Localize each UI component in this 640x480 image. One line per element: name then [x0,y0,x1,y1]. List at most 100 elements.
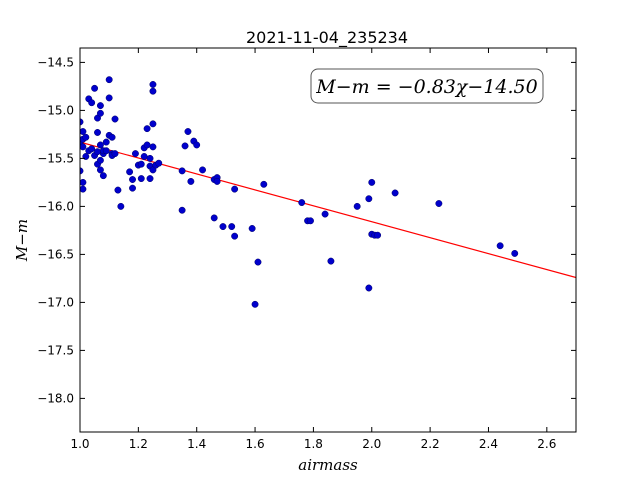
data-point [210,214,218,222]
data-point [260,180,268,188]
x-axis-label: airmass [298,456,358,474]
data-point [82,133,90,141]
y-tick-label: −17.0 [37,295,74,309]
fit-annotation: M−m = −0.83χ−14.50 [310,68,544,104]
y-tick-label: −14.5 [37,55,74,69]
data-point [105,94,113,102]
data-point [117,202,125,210]
data-point [307,217,314,225]
y-tick-label: −15.5 [37,151,74,165]
data-point [181,142,189,150]
data-point [105,76,113,84]
x-tick-label: 2.4 [479,437,498,451]
data-point [96,102,104,110]
data-point [140,153,148,160]
data-point [184,128,192,135]
x-tick-label: 1.0 [70,437,89,451]
data-point [80,185,87,193]
data-point [146,154,154,162]
data-point [137,175,145,183]
data-point [129,184,136,192]
data-point [178,167,186,175]
data-point [88,99,96,107]
y-tick-label: −16.5 [37,247,74,261]
data-point [213,177,221,185]
data-point [88,145,96,153]
data-point [102,147,110,155]
x-tick-label: 2.2 [421,437,440,451]
data-point [94,129,101,136]
annotation-text: M−m = −0.83χ−14.50 [315,76,537,98]
data-point [228,223,236,231]
annotation-box [310,68,544,104]
data-point [391,189,399,197]
x-tick-label: 1.2 [129,437,148,451]
data-point [327,257,335,265]
x-tick-label: 1.4 [187,437,206,451]
plot-content [80,76,576,308]
data-point [149,81,157,88]
data-point [80,143,87,151]
data-point [111,115,119,123]
data-point [146,175,154,183]
y-tick-label: −16.0 [37,199,74,213]
plot-area [80,76,576,308]
data-point [231,232,239,240]
data-point [368,178,376,186]
data-point [114,186,122,194]
y-tick-label: −18.0 [37,391,74,405]
plot-frame [79,47,577,433]
data-point [111,150,119,158]
data-point [231,185,239,193]
data-point [131,150,139,158]
data-point [365,195,373,203]
fit-line [80,141,576,279]
data-point [129,176,136,183]
data-point [143,141,151,149]
data-point [321,210,329,218]
data-point [254,258,262,266]
data-point [94,148,101,156]
data-point [80,128,87,135]
data-point [178,206,186,214]
data-point [96,109,104,117]
data-point [187,177,195,185]
data-point [193,141,201,149]
data-point [80,178,87,186]
chart-title: 2021-11-04_235234 [246,28,408,48]
data-point [374,231,382,239]
data-point [96,141,104,149]
y-axis-label: M−m [13,219,31,262]
data-point [108,133,116,141]
data-point [137,160,145,168]
data-point [155,159,163,167]
x-tick-label: 1.6 [246,437,265,451]
data-point [96,166,104,174]
data-point [511,249,519,257]
x-tick-label: 2.6 [537,437,556,451]
data-point [435,200,443,207]
data-point [298,199,306,207]
x-tick-label: 2.0 [362,437,381,451]
data-point [143,125,151,133]
data-point [149,87,157,95]
data-point [365,284,373,292]
axes: 1.0 1.2 1.4 1.6 1.8 2.0 2.2 2.4 2.6 −14.5 −15.0 −15… [37,47,577,451]
x-tick-label: 1.8 [304,437,323,451]
data-point [96,156,104,164]
data-point [496,242,504,250]
data-point [91,84,99,92]
data-point [149,120,157,128]
data-point [199,166,206,174]
data-point [219,223,227,231]
data-point [102,138,110,146]
y-tick-label: −17.5 [37,343,74,357]
data-point [251,300,259,308]
data-point [149,143,157,151]
data-point [99,172,107,180]
y-tick-label: −15.0 [37,103,74,117]
data-point [248,225,256,232]
data-point [353,202,361,210]
data-point [126,168,134,176]
